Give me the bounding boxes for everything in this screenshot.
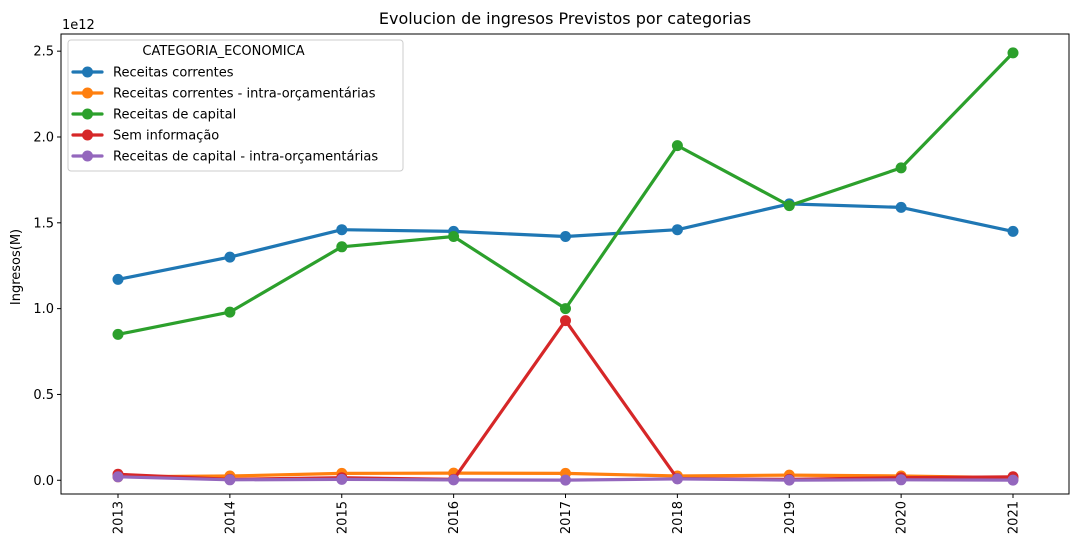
data-point xyxy=(224,474,236,486)
x-tick-label: 2016 xyxy=(447,501,462,534)
data-point xyxy=(560,231,571,242)
data-point xyxy=(224,251,236,263)
data-point xyxy=(224,306,236,318)
data-point xyxy=(671,140,683,152)
legend-label: Receitas de capital - intra-orçamentária… xyxy=(113,150,378,165)
axes-layer: 0.0 0.5 1.0 1.5 2.0 2.5 2013 2014 2015 2016 2017 20… xyxy=(33,33,1070,534)
x-tick-label: 2014 xyxy=(223,501,238,534)
data-point xyxy=(783,474,795,486)
data-point xyxy=(1007,225,1019,237)
legend-label: Receitas correntes xyxy=(113,66,234,81)
legend-label: Receitas correntes - intra-orçamentárias xyxy=(113,87,376,102)
x-tick-label: 2018 xyxy=(671,501,686,534)
data-point xyxy=(560,303,571,315)
data-point xyxy=(336,224,348,236)
data-point xyxy=(448,231,460,242)
data-point xyxy=(448,474,460,486)
data-point xyxy=(112,328,124,340)
y-axis-label: Ingresos(M) xyxy=(9,229,24,305)
data-point xyxy=(1007,474,1019,486)
data-point xyxy=(895,201,907,213)
data-point xyxy=(112,471,124,483)
x-tick-label: 2020 xyxy=(895,501,910,534)
y-tick-label: 2.5 xyxy=(33,45,54,60)
data-point xyxy=(1007,47,1019,59)
legend-marker xyxy=(82,108,93,120)
x-tick-label: 2021 xyxy=(1007,501,1022,534)
x-tick-label: 2015 xyxy=(335,501,350,534)
x-tick-label: 2013 xyxy=(112,501,127,534)
y-tick-label: 1.5 xyxy=(33,216,54,231)
chart-title: Evolucion de ingresos Previstos por cate… xyxy=(379,9,751,28)
legend-box xyxy=(67,39,404,172)
data-point xyxy=(783,200,795,212)
y-offset-label: 1e12 xyxy=(62,18,95,33)
y-tick-label: 0.0 xyxy=(33,474,54,489)
data-point xyxy=(560,315,571,327)
y-tick-label: 1.0 xyxy=(33,302,54,317)
y-tick-label: 0.5 xyxy=(33,388,54,403)
legend-marker xyxy=(82,87,93,99)
y-tick-label: 2.0 xyxy=(33,130,54,145)
legend-label: Sem informação xyxy=(113,129,219,144)
series-layer xyxy=(112,47,1019,486)
x-tick-label: 2017 xyxy=(559,501,574,534)
series-line-3 xyxy=(116,319,1015,481)
data-point xyxy=(671,473,683,485)
data-point xyxy=(671,224,683,236)
data-point xyxy=(895,162,907,174)
x-tick-label: 2019 xyxy=(783,501,798,534)
data-point xyxy=(560,474,571,486)
data-point xyxy=(336,241,348,253)
legend-marker xyxy=(82,129,93,141)
legend-marker xyxy=(82,150,93,162)
legend-title: CATEGORIA_ECONOMICA xyxy=(142,44,304,59)
legend-label: Receitas de capital xyxy=(113,108,236,123)
legend: CATEGORIA_ECONOMICA Receitas correntes Rec… xyxy=(67,39,404,172)
legend-marker xyxy=(82,66,93,78)
data-point xyxy=(112,273,124,285)
data-point xyxy=(336,473,348,485)
data-point xyxy=(895,474,907,486)
